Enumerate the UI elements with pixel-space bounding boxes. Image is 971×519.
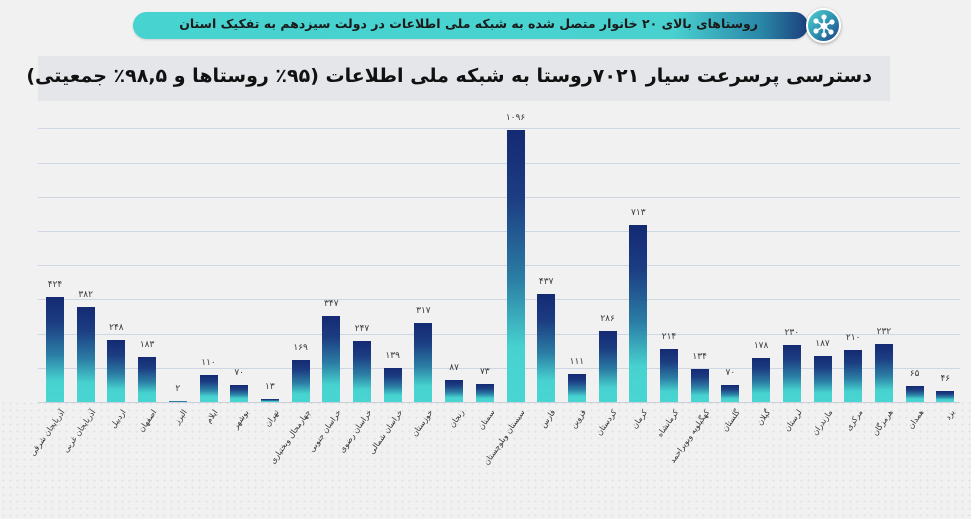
- bar: [260, 398, 279, 402]
- gridline: [38, 231, 960, 232]
- network-hub-icon: [806, 8, 841, 43]
- bar: [844, 349, 863, 402]
- bar-value-label: ۳۴۷: [324, 298, 339, 309]
- bar: [813, 355, 832, 402]
- bar: [353, 340, 371, 402]
- bar-value-label: ۷۰: [234, 367, 245, 378]
- bar-value-label: ۱۰۹۶: [505, 113, 526, 123]
- bar-value-label: ۴۶: [940, 373, 951, 384]
- gridline: [38, 128, 960, 130]
- bar: [199, 374, 218, 402]
- bar: [936, 390, 955, 402]
- bar: [291, 360, 310, 402]
- bar: [537, 293, 556, 402]
- bar: [168, 401, 187, 402]
- gridline: [38, 333, 960, 335]
- header-banner: روستاهای بالای ۲۰ خانوار متصل شده به شبک…: [133, 12, 808, 39]
- bar-value-label: ۱۷۸: [753, 340, 769, 351]
- bar-value-label: ۲۱۰: [845, 332, 861, 343]
- bar: [506, 130, 525, 402]
- bar-value-label: ۴۳۷: [538, 276, 554, 287]
- bar: [721, 384, 740, 402]
- bar: [322, 315, 341, 402]
- bar-value-label: ۶۵: [909, 368, 920, 379]
- bar-value-label: ۲۴۸: [109, 323, 124, 334]
- bar: [76, 307, 95, 402]
- gridline: [38, 162, 960, 164]
- bar: [138, 356, 157, 402]
- bar: [107, 340, 126, 402]
- bar-value-label: ۲۳۰: [784, 327, 800, 338]
- bar-value-label: ۴۲۴: [47, 279, 63, 290]
- bar-value-label: ۲: [175, 384, 181, 394]
- bar-value-label: ۱۶۹: [293, 343, 308, 354]
- bar-value-label: ۷۱۳: [631, 208, 646, 219]
- bar-value-label: ۱۱۰: [201, 357, 216, 368]
- gridline: [38, 265, 960, 267]
- gridline: [38, 367, 960, 369]
- bar-value-label: ۱۳۹: [385, 350, 400, 361]
- bar-value-label: ۱۱۱: [569, 357, 585, 368]
- gridline: [38, 299, 960, 301]
- bar-value-label: ۲۳۲: [876, 327, 892, 338]
- bar-value-label: ۲۱۴: [661, 331, 677, 342]
- x-axis-baseline: [38, 402, 960, 403]
- bar-value-label: ۳۱۷: [416, 306, 431, 317]
- bar-value-label: ۷۳: [479, 366, 490, 377]
- bar-value-label: ۳۸۲: [78, 290, 93, 301]
- bar-value-label: ۱۸۳: [139, 339, 155, 350]
- bar: [475, 383, 494, 402]
- background-dot-pattern: [0, 400, 971, 519]
- bar: [383, 367, 402, 402]
- bar: [752, 357, 771, 402]
- bar: [874, 344, 893, 402]
- bar: [782, 344, 801, 402]
- bar-value-label: ۱۸۷: [815, 338, 830, 349]
- bar-value-label: ۲۸۶: [600, 314, 615, 325]
- bar-chart-plot-area: ۴۲۴ ۳۸۲ ۲۴۸ ۱۸۳ ۲ ۱۱۰ ۷۰ ۱۳ ۱۶۹ ۳۴۷ ۲۴۷ ۱۳۹ ۳۱۷ ۸۷ ۷۳ ۱…: [38, 100, 960, 403]
- bar-value-label: ۷۰: [725, 367, 736, 378]
- bar: [629, 225, 648, 402]
- bar: [660, 348, 678, 402]
- gridline: [38, 196, 960, 198]
- chart-title: دسترسی پرسرعت سیار ۷۰۲۱روستا به شبکه ملی…: [26, 65, 872, 87]
- bar: [414, 323, 433, 402]
- bar-value-label: ۲۴۷: [354, 323, 370, 334]
- bar: [230, 384, 249, 402]
- bar-value-label: ۱۳۴: [692, 351, 707, 362]
- bar: [567, 374, 586, 402]
- bar: [690, 368, 709, 402]
- header-title: روستاهای بالای ۲۰ خانوار متصل شده به شبک…: [179, 16, 758, 31]
- bar: [905, 385, 924, 402]
- bar: [598, 331, 617, 402]
- chart-title-box: دسترسی پرسرعت سیار ۷۰۲۱روستا به شبکه ملی…: [26, 56, 890, 101]
- bar: [46, 296, 64, 402]
- bar: [445, 380, 464, 402]
- bar-value-label: ۱۳: [265, 381, 275, 392]
- bar-value-label: ۸۷: [449, 363, 459, 374]
